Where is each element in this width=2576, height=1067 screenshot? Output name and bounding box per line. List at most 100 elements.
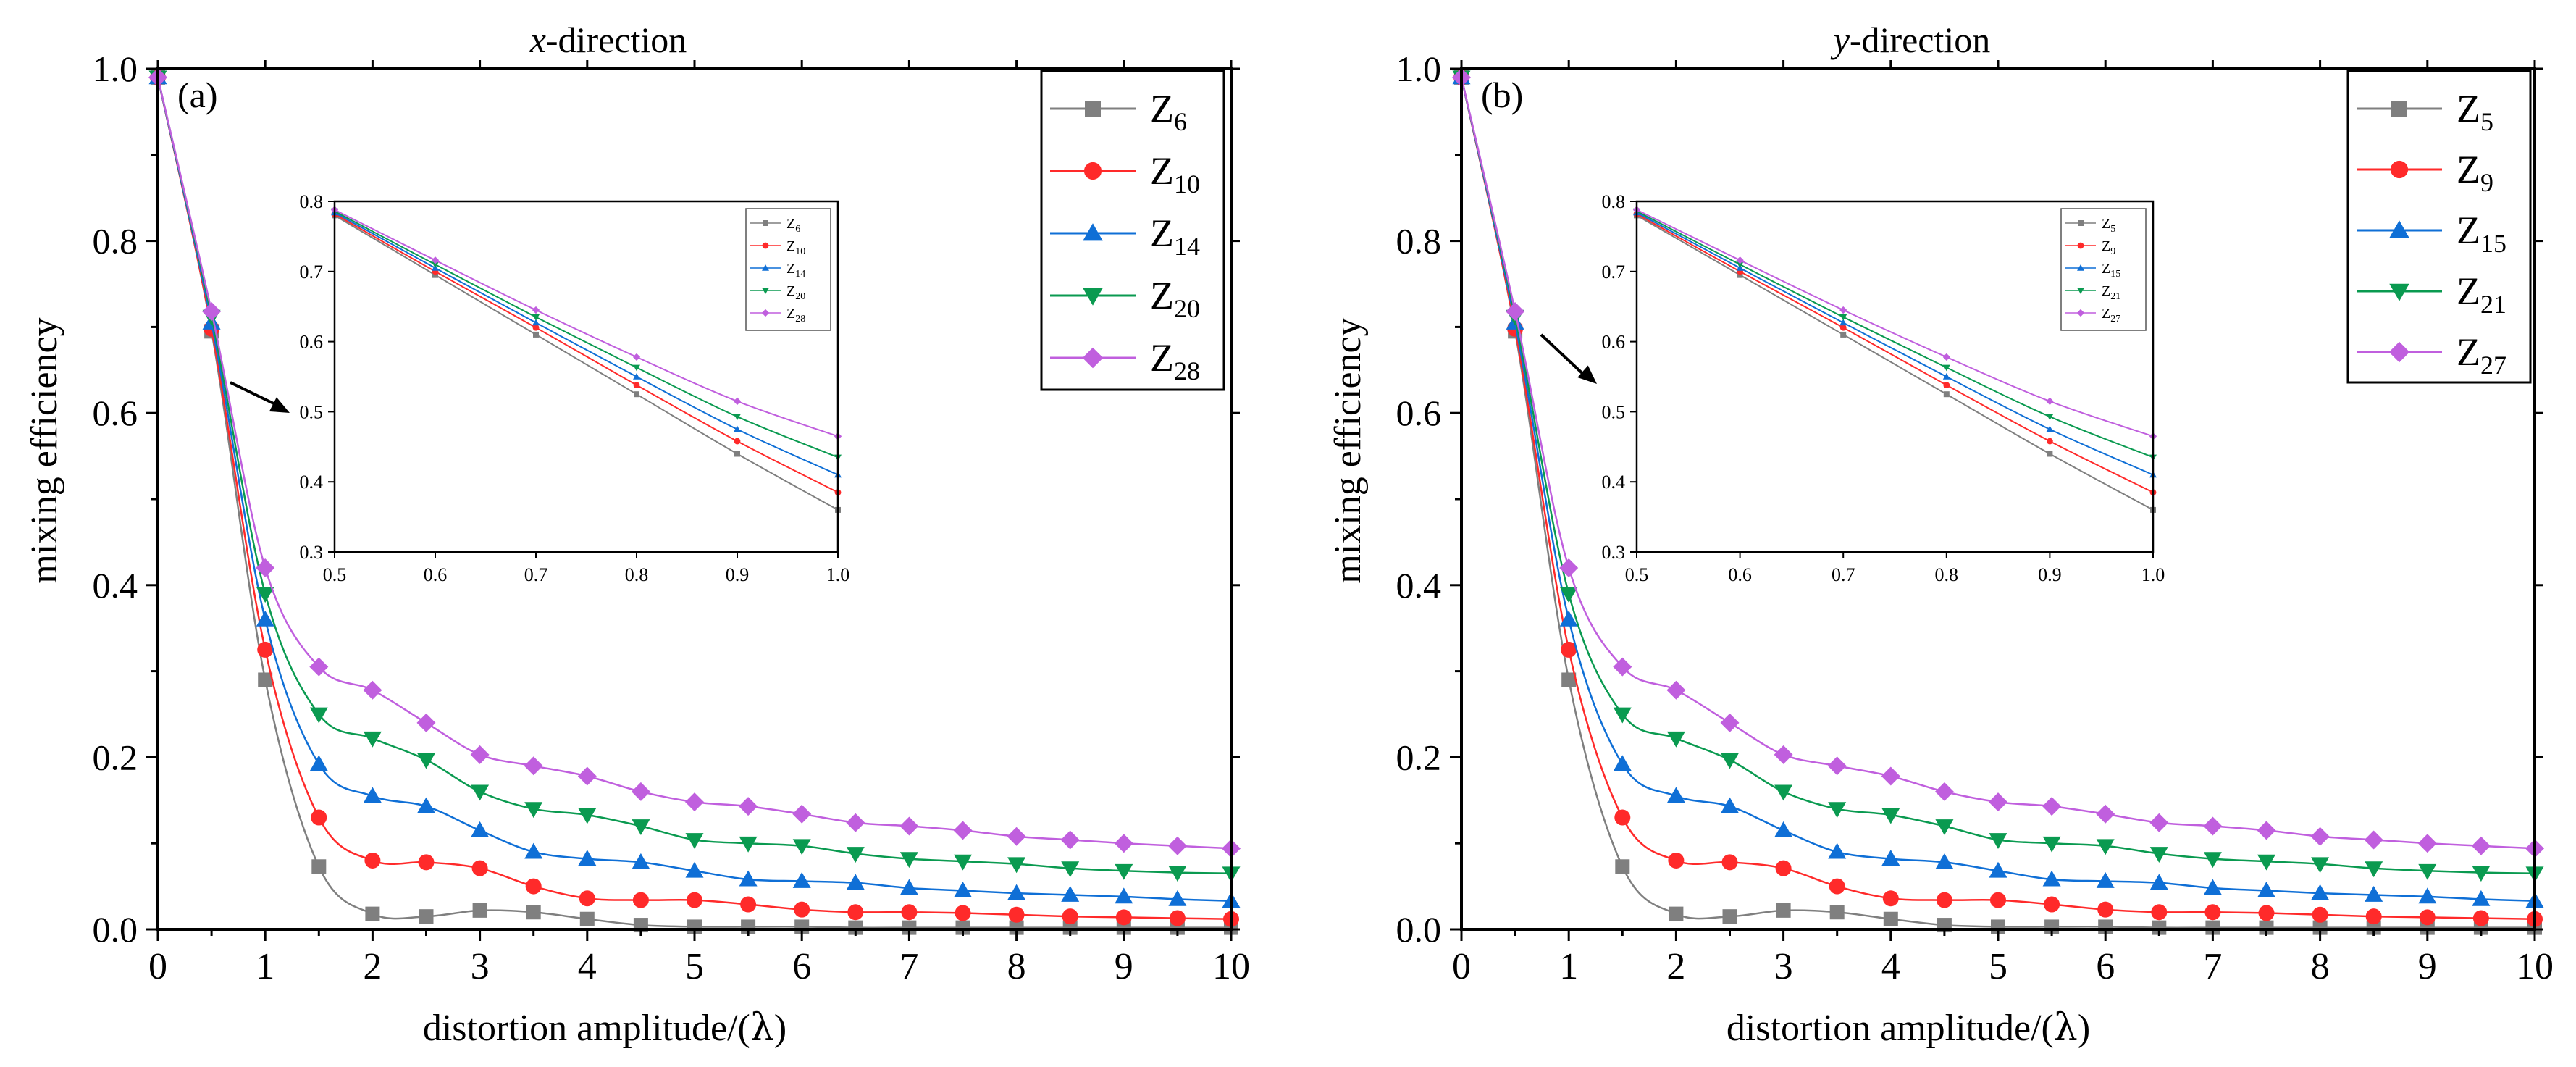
panel-a-point-Z20-13 bbox=[846, 847, 865, 863]
panel-a-inset-line-Z14 bbox=[334, 212, 839, 476]
panel-b-point-Z21-9 bbox=[1935, 819, 1954, 835]
panel-a-point-Z10-5 bbox=[418, 854, 435, 871]
panel-a-point-Z14-5 bbox=[417, 797, 435, 813]
panel-a-point-Z20-16 bbox=[1007, 857, 1026, 874]
panel-b: y-direction (b) mixing efficiency distor… bbox=[1327, 20, 2554, 1050]
panel-a-xtick-label: 10 bbox=[1212, 946, 1250, 987]
panel-a-point-Z10-13 bbox=[847, 904, 864, 921]
panel-a-point-Z6-14 bbox=[902, 920, 917, 935]
panel-a-point-Z20-4 bbox=[363, 731, 382, 748]
panel-b-xtick-label: 3 bbox=[1774, 946, 1793, 987]
panel-a-point-Z20-14 bbox=[899, 852, 918, 869]
panel-b-point-Z21-15 bbox=[2257, 854, 2275, 871]
panel-a-inset-xtick-label: 0.5 bbox=[323, 564, 347, 585]
panel-b-legend: Z5 Z9 Z15 Z21 Z27 bbox=[2346, 70, 2532, 384]
panel-b-inset-xtick-label: 0.5 bbox=[1625, 564, 1649, 585]
panel-a-legend-frame bbox=[1040, 70, 1225, 391]
panel-a-point-Z14-8 bbox=[578, 850, 597, 866]
panel-b-point-Z15-17 bbox=[2365, 885, 2383, 902]
panel-a-point-Z28-14 bbox=[899, 816, 919, 836]
panel-a-ytick-label: 1.0 bbox=[93, 49, 138, 89]
panel-a-point-Z6-17 bbox=[1062, 920, 1078, 935]
panel-b-inset-legend-label-Z21: Z21 bbox=[2102, 283, 2120, 302]
panel-a-point-Z20-17 bbox=[1061, 861, 1080, 878]
panel-b-point-Z15-12 bbox=[2096, 871, 2115, 888]
panel-a-legend-label-Z6: Z6 bbox=[1150, 87, 1187, 136]
panel-a-series-Z20 bbox=[148, 70, 1241, 883]
panel-a-inset-point-Z14-4 bbox=[734, 425, 741, 432]
panel-a-ytick-label: 0.2 bbox=[93, 737, 138, 777]
panel-a-point-Z14-9 bbox=[632, 853, 650, 869]
panel-a-point-Z28-11 bbox=[739, 797, 758, 816]
panel-b-ytick-label: 1.0 bbox=[1396, 49, 1442, 89]
panel-a-point-Z14-11 bbox=[739, 870, 758, 887]
panel-b-series-Z27 bbox=[1452, 67, 2544, 858]
panel-a-legend-marker-Z14 bbox=[1083, 223, 1103, 241]
panel-a-point-Z20-7 bbox=[524, 802, 543, 819]
panel-a-point-Z6-2 bbox=[258, 672, 273, 687]
panel-b-point-Z5-7 bbox=[1829, 905, 1845, 920]
panel-a-legend-marker-Z6 bbox=[1085, 101, 1101, 117]
panel-b-inset-legend-marker-Z5 bbox=[2078, 220, 2084, 226]
panel-b-point-Z21-18 bbox=[2418, 863, 2437, 880]
panel-b-xlabel: distortion amplitude/(λ) bbox=[1727, 1006, 2090, 1050]
panel-b-ytick-label: 0.6 bbox=[1396, 393, 1442, 433]
panel-b-point-Z27-17 bbox=[2364, 830, 2383, 850]
panel-a-inset-legend-label-Z10: Z10 bbox=[786, 238, 805, 257]
panel-b-legend-label-Z27: Z27 bbox=[2457, 330, 2506, 380]
panel-b-legend-marker-Z21 bbox=[2389, 283, 2409, 301]
panel-b-point-Z27-5 bbox=[1720, 713, 1740, 732]
panel-b-inset-point-Z9-3 bbox=[1943, 382, 1950, 389]
panel-a-point-Z14-17 bbox=[1061, 885, 1080, 902]
panel-b-point-Z5-8 bbox=[1883, 911, 1898, 926]
panel-b-point-Z27-3 bbox=[1613, 657, 1632, 677]
panel-b-point-Z27-10 bbox=[1989, 792, 2007, 812]
panel-a-inset-ytick-label: 0.3 bbox=[300, 542, 324, 563]
panel-b-legend-label-Z21: Z21 bbox=[2457, 269, 2506, 319]
panel-b-xtick-label: 9 bbox=[2418, 946, 2437, 987]
panel-a-point-Z10-15 bbox=[955, 905, 971, 921]
panel-a-inset-ytick-label: 0.5 bbox=[300, 401, 324, 422]
panel-b-point-Z15-18 bbox=[2418, 887, 2437, 904]
panel-b-inset-legend-label-Z15: Z15 bbox=[2102, 261, 2120, 280]
panel-b-point-Z9-11 bbox=[2044, 896, 2060, 913]
panel-a-point-Z28-17 bbox=[1060, 830, 1080, 850]
panel-a-inset-xtick-label: 1.0 bbox=[826, 564, 850, 585]
panel-b-inset-line-Z27 bbox=[1636, 209, 2154, 438]
panel-a-point-Z10-16 bbox=[1008, 906, 1025, 923]
panel-a-point-Z6-5 bbox=[419, 909, 434, 924]
panel-b-legend-marker-Z15 bbox=[2389, 220, 2409, 238]
panel-b-point-Z9-6 bbox=[1775, 860, 1792, 876]
panel-a-point-Z6-8 bbox=[579, 911, 595, 926]
panel-b-inset-point-Z15-3 bbox=[1942, 373, 1950, 380]
panel-a-point-Z28-5 bbox=[416, 713, 436, 732]
panel-a-inset-legend-frame bbox=[745, 208, 831, 331]
panel-b-point-Z5-6 bbox=[1776, 903, 1791, 918]
panel-b-inset-point-Z5-3 bbox=[1943, 391, 1950, 398]
panel-b-inset-xtick-label: 0.7 bbox=[1832, 564, 1855, 585]
panel-b-inset-legend-label-Z5: Z5 bbox=[2102, 216, 2115, 235]
panel-b-point-Z27-8 bbox=[1881, 766, 1900, 786]
panel-b-label: (b) bbox=[1481, 75, 1523, 115]
panel-a-inset-legend-label-Z28: Z28 bbox=[786, 306, 805, 325]
panel-a-inset-point-Z10-4 bbox=[734, 438, 741, 445]
panel-b-inset-legend-label-Z27: Z27 bbox=[2102, 306, 2120, 325]
panel-b-point-Z9-4 bbox=[1668, 852, 1685, 869]
panel-b-inset-frame bbox=[1635, 200, 2155, 553]
panel-a-inset-legend-label-Z6: Z6 bbox=[786, 216, 800, 235]
panel-b-point-Z15-10 bbox=[1989, 861, 2007, 878]
panel-b-inset-line-Z5 bbox=[1636, 214, 2154, 511]
panel-b-point-Z27-16 bbox=[2310, 827, 2330, 846]
panel-a-point-Z20-10 bbox=[685, 833, 704, 849]
panel-a-point-Z14-7 bbox=[524, 842, 543, 859]
panel-b-inset-ytick-label: 0.5 bbox=[1602, 401, 1626, 422]
panel-b-ytick-label: 0.0 bbox=[1396, 909, 1442, 950]
panel-b-inset-legend-marker-Z21 bbox=[2077, 288, 2084, 294]
panel-a-point-Z20-3 bbox=[309, 707, 328, 724]
panel-a-point-Z14-16 bbox=[1007, 884, 1026, 900]
panel-a-inset-ytick-label: 0.4 bbox=[300, 472, 324, 493]
panel-a-inset-point-Z14-3 bbox=[633, 373, 640, 380]
panel-b-point-Z27-1 bbox=[1506, 302, 1525, 322]
panel-a-point-Z28-18 bbox=[1114, 834, 1133, 853]
panel-a-inset-legend-marker-Z20 bbox=[762, 288, 769, 294]
